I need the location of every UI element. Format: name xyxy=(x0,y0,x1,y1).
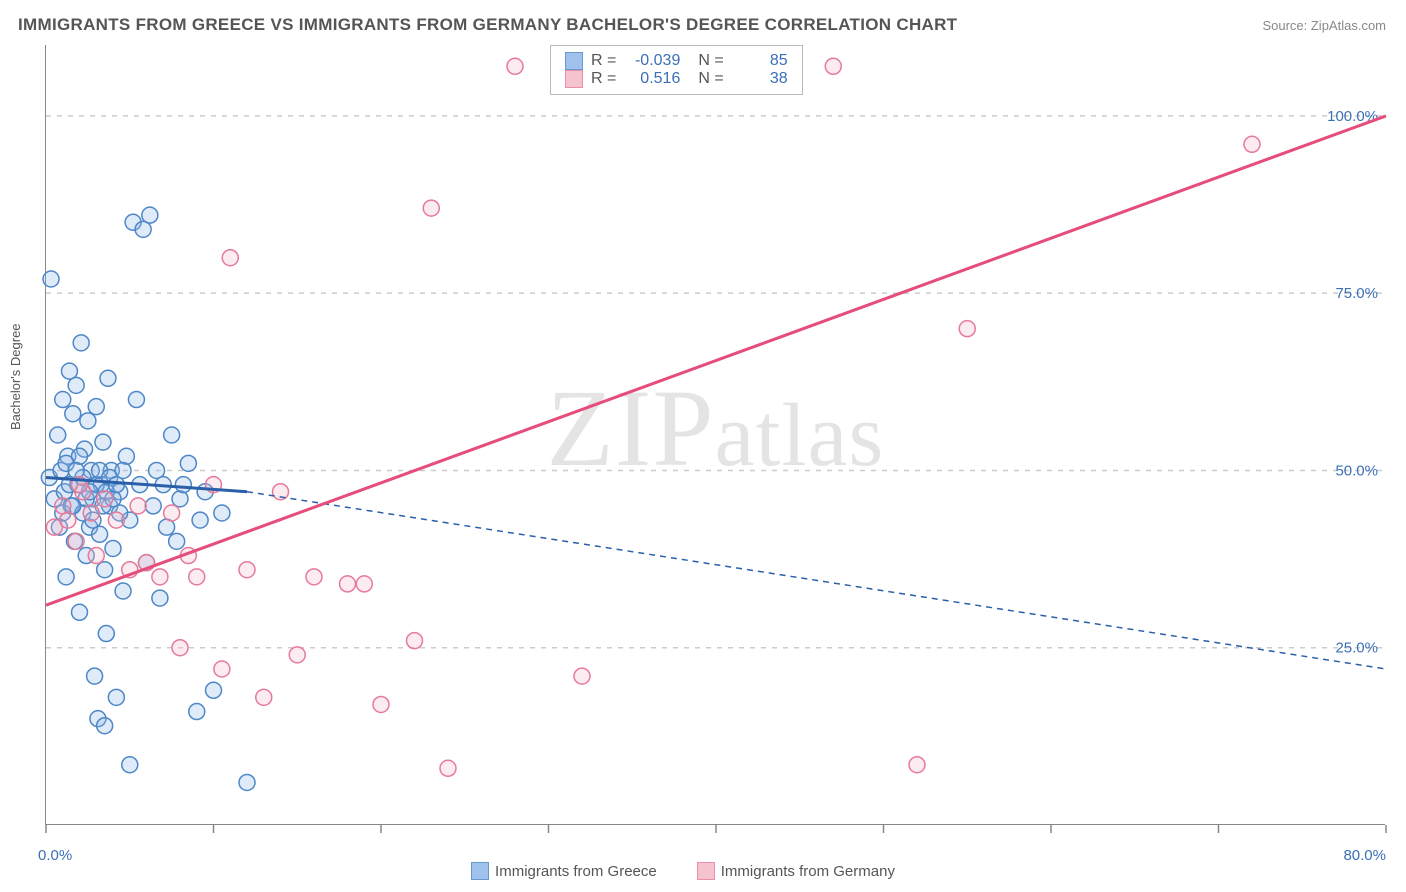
y-axis-label: Bachelor's Degree xyxy=(8,323,23,430)
n-value: 85 xyxy=(732,52,788,70)
swatch-icon xyxy=(565,70,583,88)
xtick-label-min: 0.0% xyxy=(38,847,72,864)
stats-row: R = 0.516 N = 38 xyxy=(565,70,788,88)
legend-label: Immigrants from Germany xyxy=(721,863,895,880)
plot-area: ZIPatlas 25.0%50.0%75.0%100.0% xyxy=(45,45,1385,825)
bottom-legend: Immigrants from Greece Immigrants from Ge… xyxy=(0,862,1406,880)
swatch-icon xyxy=(565,52,583,70)
svg-text:25.0%: 25.0% xyxy=(1335,640,1378,657)
n-label: N = xyxy=(698,52,723,70)
n-label: N = xyxy=(698,70,723,88)
xtick-label-max: 80.0% xyxy=(1343,847,1386,864)
r-label: R = xyxy=(591,52,616,70)
r-label: R = xyxy=(591,70,616,88)
source-label: Source: ZipAtlas.com xyxy=(1262,18,1386,33)
r-value: 0.516 xyxy=(624,70,680,88)
svg-text:75.0%: 75.0% xyxy=(1335,285,1378,302)
svg-text:50.0%: 50.0% xyxy=(1335,462,1378,479)
chart-title: IMMIGRANTS FROM GREECE VS IMMIGRANTS FRO… xyxy=(18,15,957,35)
swatch-icon xyxy=(697,862,715,880)
r-value: -0.039 xyxy=(624,52,680,70)
n-value: 38 xyxy=(732,70,788,88)
stats-row: R = -0.039 N = 85 xyxy=(565,52,788,70)
swatch-icon xyxy=(471,862,489,880)
plot-svg: 25.0%50.0%75.0%100.0% xyxy=(46,45,1385,824)
stats-legend-box: R = -0.039 N = 85 R = 0.516 N = 38 xyxy=(550,45,803,95)
legend-label: Immigrants from Greece xyxy=(495,863,657,880)
